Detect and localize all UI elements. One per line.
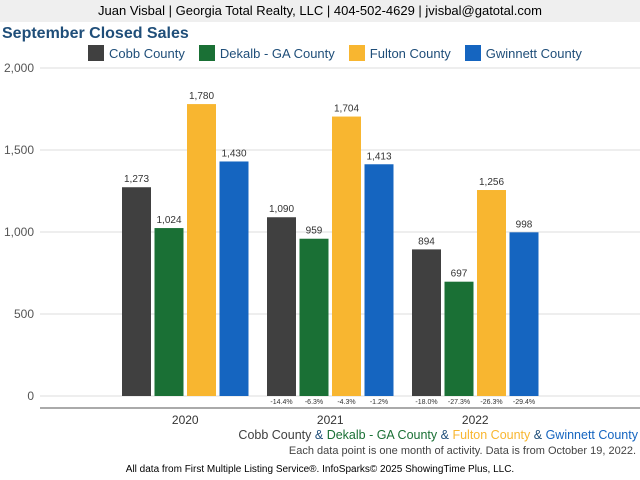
legend-label: Gwinnett County [485, 45, 582, 61]
bar-value-label: 1,024 [156, 215, 181, 226]
chart-title: September Closed Sales [2, 25, 189, 42]
bar-value-label: 894 [418, 236, 435, 247]
bar-chart: 0 500 1,000 1,500 2,000 1,273 1,024 1,780 1,430 2… [4, 61, 640, 427]
footer-separator: & [437, 428, 453, 442]
bar-value-label: 1,413 [366, 151, 391, 162]
bar-change-label: -18.0% [415, 399, 437, 406]
bar [364, 164, 394, 396]
legend-item: Dekalb - GA County [198, 45, 335, 61]
bar [267, 217, 296, 396]
legend-label: Fulton County [369, 45, 451, 61]
bar [509, 232, 539, 396]
bar [219, 161, 249, 396]
bar-change-label: -14.4% [270, 399, 292, 406]
bar [122, 187, 151, 396]
bar-change-label: -29.4% [513, 399, 535, 406]
legend-item: Gwinnett County [464, 45, 582, 61]
bar-change-label: -6.3% [305, 399, 323, 406]
legend-item: Cobb County [88, 45, 185, 61]
bar-value-label: 697 [451, 269, 468, 280]
bar-value-label: 998 [516, 219, 533, 230]
header-bar: Juan Visbal | Georgia Total Realty, LLC … [0, 0, 640, 22]
bar-value-label: 1,273 [124, 174, 149, 185]
bar-value-label: 1,430 [221, 148, 246, 159]
bar [187, 104, 216, 396]
legend-label: Cobb County [109, 45, 185, 61]
footer-note: Each data point is one month of activity… [288, 445, 636, 457]
bar [412, 249, 441, 396]
chart-legend: Cobb County Dekalb - GA County Fulton Coun… [88, 44, 596, 62]
header-text: Juan Visbal | Georgia Total Realty, LLC … [98, 3, 542, 18]
footer-source: All data from First Multiple Listing Ser… [125, 464, 515, 475]
bar-change-label: -26.3% [480, 399, 502, 406]
footer-series-name: Dekalb - GA County [326, 428, 438, 442]
legend-swatch [348, 45, 365, 61]
bar-value-label: 959 [306, 226, 323, 237]
footer-separator: & [530, 428, 546, 442]
bar-value-label: 1,780 [189, 91, 214, 102]
bar-value-label: 1,704 [334, 104, 359, 115]
bar-change-label: -27.3% [448, 399, 470, 406]
bar-value-label: 1,090 [269, 204, 294, 215]
footer-series-names: Cobb County & Dekalb - GA County & Fulto… [238, 428, 638, 442]
x-tick-label: 2022 [462, 413, 489, 427]
x-tick-label: 2020 [172, 413, 199, 427]
y-tick-label: 1,500 [4, 143, 34, 157]
bar [332, 116, 361, 396]
bar [299, 238, 329, 396]
footer-series-name: Cobb County [238, 428, 312, 442]
footer-separator: & [311, 428, 327, 442]
bar [444, 281, 474, 396]
y-tick-label: 0 [27, 389, 34, 403]
legend-item: Fulton County [348, 45, 451, 61]
bar [477, 190, 506, 396]
legend-label: Dekalb - GA County [219, 45, 335, 61]
x-tick-label: 2021 [317, 413, 344, 427]
y-tick-label: 2,000 [4, 61, 34, 75]
footer-series-name: Fulton County [452, 428, 531, 442]
bar-change-label: -1.2% [370, 399, 388, 406]
legend-swatch [464, 45, 481, 61]
y-tick-label: 1,000 [4, 225, 34, 239]
y-tick-label: 500 [14, 307, 34, 321]
legend-swatch [198, 45, 215, 61]
bar [154, 228, 184, 396]
bar-change-label: -4.3% [337, 399, 355, 406]
footer-series-name: Gwinnett County [545, 428, 638, 442]
bar-value-label: 1,256 [479, 177, 504, 188]
legend-swatch [88, 45, 104, 61]
